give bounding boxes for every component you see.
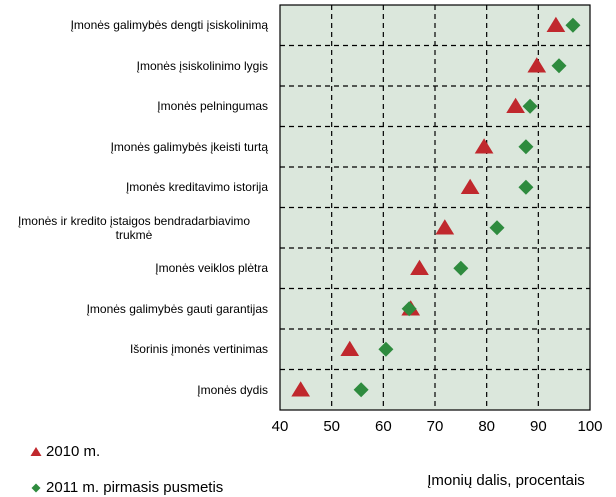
- legend-label: 2011 m. pirmasis pusmetis: [46, 479, 223, 496]
- legend-label: 2010 m.: [46, 443, 100, 460]
- marker: [353, 382, 369, 398]
- marker: [522, 98, 538, 114]
- category-label: Įmonės dydis: [197, 382, 268, 397]
- marker: [506, 97, 525, 114]
- legend-marker: [30, 447, 42, 456]
- x-tick-label: 50: [323, 418, 340, 435]
- marker: [527, 57, 547, 73]
- marker: [460, 178, 480, 195]
- marker: [435, 219, 455, 235]
- category-label: Įmonės įsiskolinimo lygis: [136, 58, 268, 73]
- x-tick-label: 80: [478, 418, 495, 435]
- category-label: Įmonės veiklos plėtra: [155, 261, 268, 276]
- category-label: Įmonės pelningumas: [157, 99, 268, 114]
- marker: [489, 220, 505, 236]
- marker: [378, 341, 394, 357]
- x-axis-label: Įmonių dalis, procentais: [427, 472, 585, 489]
- category-label: Įmonės galimybės įkeisti turtą: [110, 139, 268, 154]
- marker: [410, 259, 429, 276]
- marker: [453, 260, 469, 276]
- category-label: Įmonės kreditavimo istorija: [125, 180, 268, 195]
- category-label: Įmonės galimybės dengti įsiskolinimą: [70, 18, 268, 33]
- x-tick-label: 100: [577, 418, 602, 435]
- marker: [518, 179, 534, 195]
- marker: [565, 17, 581, 33]
- marker: [546, 16, 566, 33]
- plot-border: [279, 4, 591, 411]
- marker: [340, 340, 360, 357]
- category-label: Įmonės galimybės gauti garantijas: [86, 301, 268, 316]
- x-tick-label: 70: [427, 418, 444, 435]
- category-label: Išorinis įmonės vertinimas: [129, 342, 268, 357]
- x-tick-label: 40: [272, 418, 289, 435]
- legend-marker: [31, 483, 41, 493]
- marker: [551, 58, 567, 74]
- x-tick-label: 60: [375, 418, 392, 435]
- x-tick-label: 90: [530, 418, 547, 435]
- category-label: Įmonės ir kredito įstaigos bendradarbiav…: [17, 213, 251, 242]
- marker: [401, 301, 417, 317]
- marker: [291, 381, 311, 397]
- marker: [518, 139, 534, 155]
- marker: [474, 138, 494, 154]
